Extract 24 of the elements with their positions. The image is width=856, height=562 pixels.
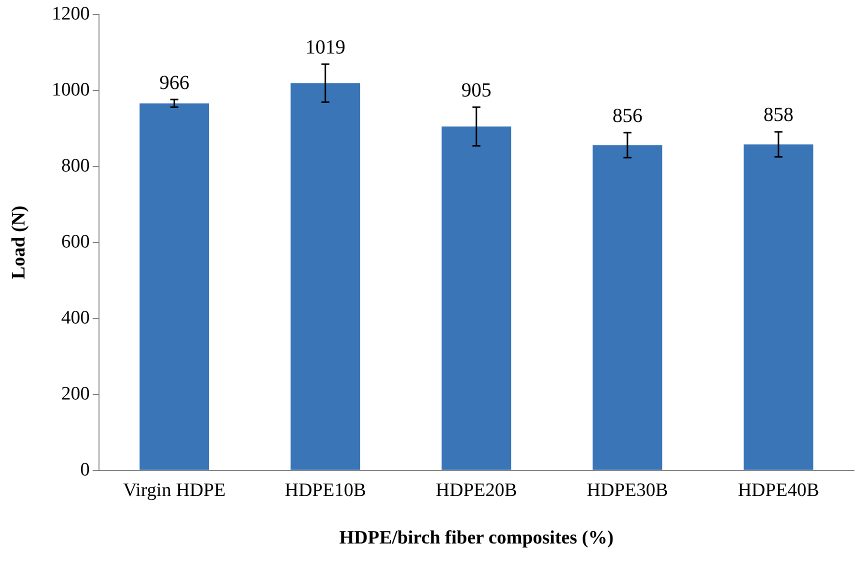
data-label: 1019 xyxy=(305,36,346,58)
data-label: 858 xyxy=(763,104,794,126)
y-tick-label: 600 xyxy=(61,231,90,252)
x-tick-label: HDPE30B xyxy=(586,480,668,501)
y-tick-label: 800 xyxy=(61,155,90,176)
y-tick-label: 1000 xyxy=(52,79,90,100)
x-tick-label: Virgin HDPE xyxy=(123,480,226,501)
x-tick-label: HDPE10B xyxy=(284,480,366,501)
bar xyxy=(592,145,662,470)
bar xyxy=(140,103,210,470)
x-axis-title: HDPE/birch fiber composites (%) xyxy=(339,528,614,549)
data-label: 966 xyxy=(159,72,190,94)
bar xyxy=(744,144,814,470)
y-tick-label: 0 xyxy=(80,459,90,480)
y-tick-label: 400 xyxy=(61,307,90,328)
data-label: 905 xyxy=(461,79,492,102)
y-axis-title: Load (N) xyxy=(8,206,30,280)
data-label: 856 xyxy=(612,104,642,127)
x-tick-label: HDPE20B xyxy=(436,480,518,501)
x-tick-label: HDPE40B xyxy=(738,480,820,501)
y-tick-label: 200 xyxy=(61,383,90,404)
bar xyxy=(442,126,512,470)
y-tick-label: 1200 xyxy=(52,3,90,24)
bar xyxy=(290,83,360,470)
